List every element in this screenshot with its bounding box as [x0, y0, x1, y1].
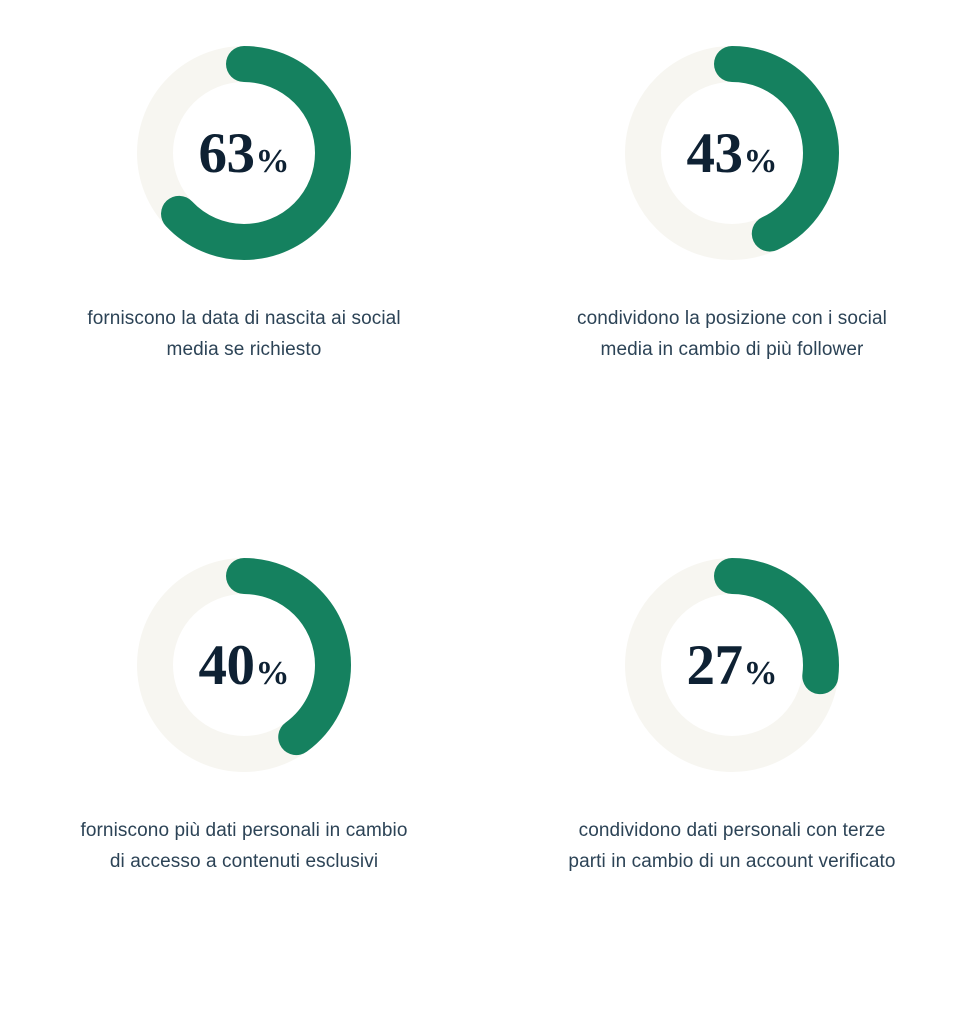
donut-chart-exclusive-content: 40 % — [111, 532, 377, 798]
donut-svg — [137, 558, 351, 772]
donut-chart-verified-account: 27 % — [599, 532, 865, 798]
stat-caption-verified-account: condividono dati personali con terze par… — [568, 820, 896, 872]
stat-caption-exclusive-content: forniscono più dati personali in cambio … — [80, 820, 408, 872]
donut-center-label: 40 % — [199, 637, 290, 694]
stat-card-verified-account: 27 % condividono dati personali con terz… — [488, 512, 976, 1024]
stat-caption-birthdate: forniscono la data di nascita ai social … — [87, 308, 401, 360]
donut-value-arc — [137, 558, 351, 772]
donut-value-number: 63 — [198, 121, 256, 185]
stat-card-birthdate: 63 % forniscono la data di nascita ai so… — [0, 0, 488, 512]
donut-value-arc — [625, 46, 839, 260]
donut-center-label: 43 % — [687, 125, 778, 182]
donut-value-number: 40 — [198, 633, 256, 697]
donut-value-number: 27 — [686, 633, 744, 697]
donut-svg — [625, 46, 839, 260]
donut-chart-birthdate: 63 % — [111, 20, 377, 286]
donut-center-label: 63 % — [199, 125, 290, 182]
donut-percent-symbol: % — [743, 142, 778, 180]
donut-value-number: 43 — [686, 121, 744, 185]
donut-svg — [625, 558, 839, 772]
donut-value-arc — [625, 558, 839, 772]
stat-caption-location: condividono la posizione con i social me… — [576, 308, 887, 360]
donut-chart-location: 43 % — [599, 20, 865, 286]
donut-center-label: 27 % — [687, 637, 778, 694]
stat-card-location: 43 % condividono la posizione con i soci… — [488, 0, 976, 512]
donut-svg — [137, 46, 351, 260]
stat-card-exclusive-content: 40 % forniscono più dati personali in ca… — [0, 512, 488, 1024]
donut-percent-symbol: % — [255, 142, 290, 180]
donut-percent-symbol: % — [255, 654, 290, 692]
donut-percent-symbol: % — [743, 654, 778, 692]
donut-value-arc — [137, 46, 351, 260]
